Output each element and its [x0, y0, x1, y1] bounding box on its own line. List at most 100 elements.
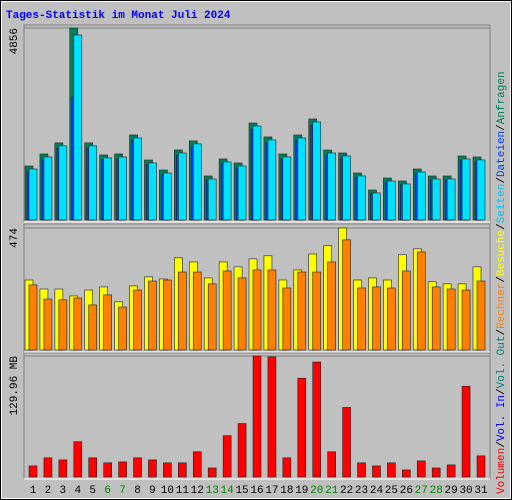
- legend-entry: Anfragen: [496, 71, 508, 124]
- bar: [88, 304, 98, 351]
- bar: [416, 171, 426, 221]
- legend-separator: /: [496, 388, 508, 395]
- bar: [387, 287, 396, 351]
- bar: [446, 288, 456, 351]
- bar: [282, 287, 292, 351]
- bar: [342, 239, 351, 351]
- bar: [387, 180, 396, 221]
- chart-title: Tages-Statistik im Monat Juli 2024: [6, 10, 231, 22]
- bar: [118, 156, 127, 221]
- bar: [431, 178, 441, 221]
- bar: [402, 183, 411, 221]
- bar: [476, 455, 486, 478]
- bar: [476, 159, 486, 221]
- bar: [431, 286, 441, 351]
- legend-separator: /: [496, 223, 508, 230]
- x-tick-label: 26: [400, 485, 413, 497]
- bar: [327, 261, 336, 351]
- x-tick-label: 4: [74, 485, 81, 497]
- bar: [267, 139, 277, 221]
- x-tick-label: 16: [250, 485, 263, 497]
- x-tick-label: 27: [415, 485, 428, 497]
- x-tick-label: 14: [221, 485, 235, 497]
- bar: [237, 277, 247, 351]
- bar: [118, 461, 127, 478]
- bar: [446, 178, 456, 221]
- legend-separator: /: [496, 124, 508, 131]
- bar: [327, 451, 336, 478]
- bar: [252, 355, 262, 478]
- legend-entry: Seiten: [496, 184, 508, 224]
- bar: [461, 385, 471, 478]
- bar: [357, 175, 366, 221]
- x-tick-label: 24: [370, 485, 384, 497]
- bar: [43, 156, 53, 221]
- bar: [148, 162, 157, 221]
- bar: [357, 462, 366, 478]
- bar: [446, 464, 456, 478]
- bar: [416, 460, 426, 478]
- bar: [58, 299, 68, 351]
- x-tick-label: 17: [265, 485, 278, 497]
- x-tick-label: 30: [459, 485, 472, 497]
- x-tick-label: 31: [474, 485, 488, 497]
- x-tick-label: 8: [134, 485, 141, 497]
- bar: [103, 462, 112, 478]
- x-tick-label: 25: [385, 485, 398, 497]
- y-tick-label: 474: [9, 228, 21, 248]
- legend: Volumen/Vol. In/Vol. Out/Rechner/Besuche…: [496, 71, 508, 494]
- bar: [222, 270, 232, 351]
- bar: [282, 156, 292, 221]
- bar: [192, 451, 202, 478]
- x-tick-label: 10: [161, 485, 174, 497]
- x-tick-label: 1: [30, 485, 37, 497]
- bar: [416, 251, 426, 351]
- bar: [372, 465, 381, 478]
- bar: [267, 269, 277, 351]
- bar: [461, 289, 471, 351]
- x-tick-label: 2: [45, 485, 52, 497]
- bar: [237, 423, 247, 478]
- bar: [461, 158, 471, 221]
- legend-separator: /: [496, 441, 508, 448]
- bar: [267, 356, 277, 478]
- x-tick-label: 28: [430, 485, 443, 497]
- legend-entry: Volumen: [496, 448, 508, 494]
- bar: [372, 192, 381, 221]
- bar: [73, 441, 83, 478]
- bar: [133, 457, 142, 478]
- x-tick-label: 3: [60, 485, 67, 497]
- bar: [297, 137, 307, 221]
- legend-separator: /: [496, 177, 508, 184]
- bar: [342, 407, 351, 478]
- legend-entry: Rechner: [496, 283, 508, 329]
- bar: [163, 279, 172, 351]
- bar: [43, 298, 53, 351]
- bar: [207, 467, 217, 478]
- bar: [357, 287, 366, 351]
- bar: [207, 283, 217, 351]
- bar: [342, 155, 351, 221]
- bar: [88, 145, 98, 221]
- bar: [327, 152, 336, 221]
- bar: [402, 270, 411, 351]
- bar: [28, 465, 38, 478]
- x-tick-label: 11: [176, 485, 190, 497]
- x-tick-label: 20: [310, 485, 323, 497]
- bar: [372, 286, 381, 351]
- legend-separator: /: [496, 276, 508, 283]
- bar: [312, 361, 322, 478]
- bar: [73, 34, 83, 221]
- bar: [163, 172, 172, 221]
- bar: [73, 297, 83, 351]
- bar: [222, 161, 232, 221]
- x-tick-label: 12: [191, 485, 204, 497]
- x-tick-label: 22: [340, 485, 353, 497]
- bar: [207, 178, 217, 221]
- x-tick-label: 18: [280, 485, 293, 497]
- bar: [387, 462, 396, 478]
- bar: [192, 143, 202, 221]
- bar: [312, 271, 322, 351]
